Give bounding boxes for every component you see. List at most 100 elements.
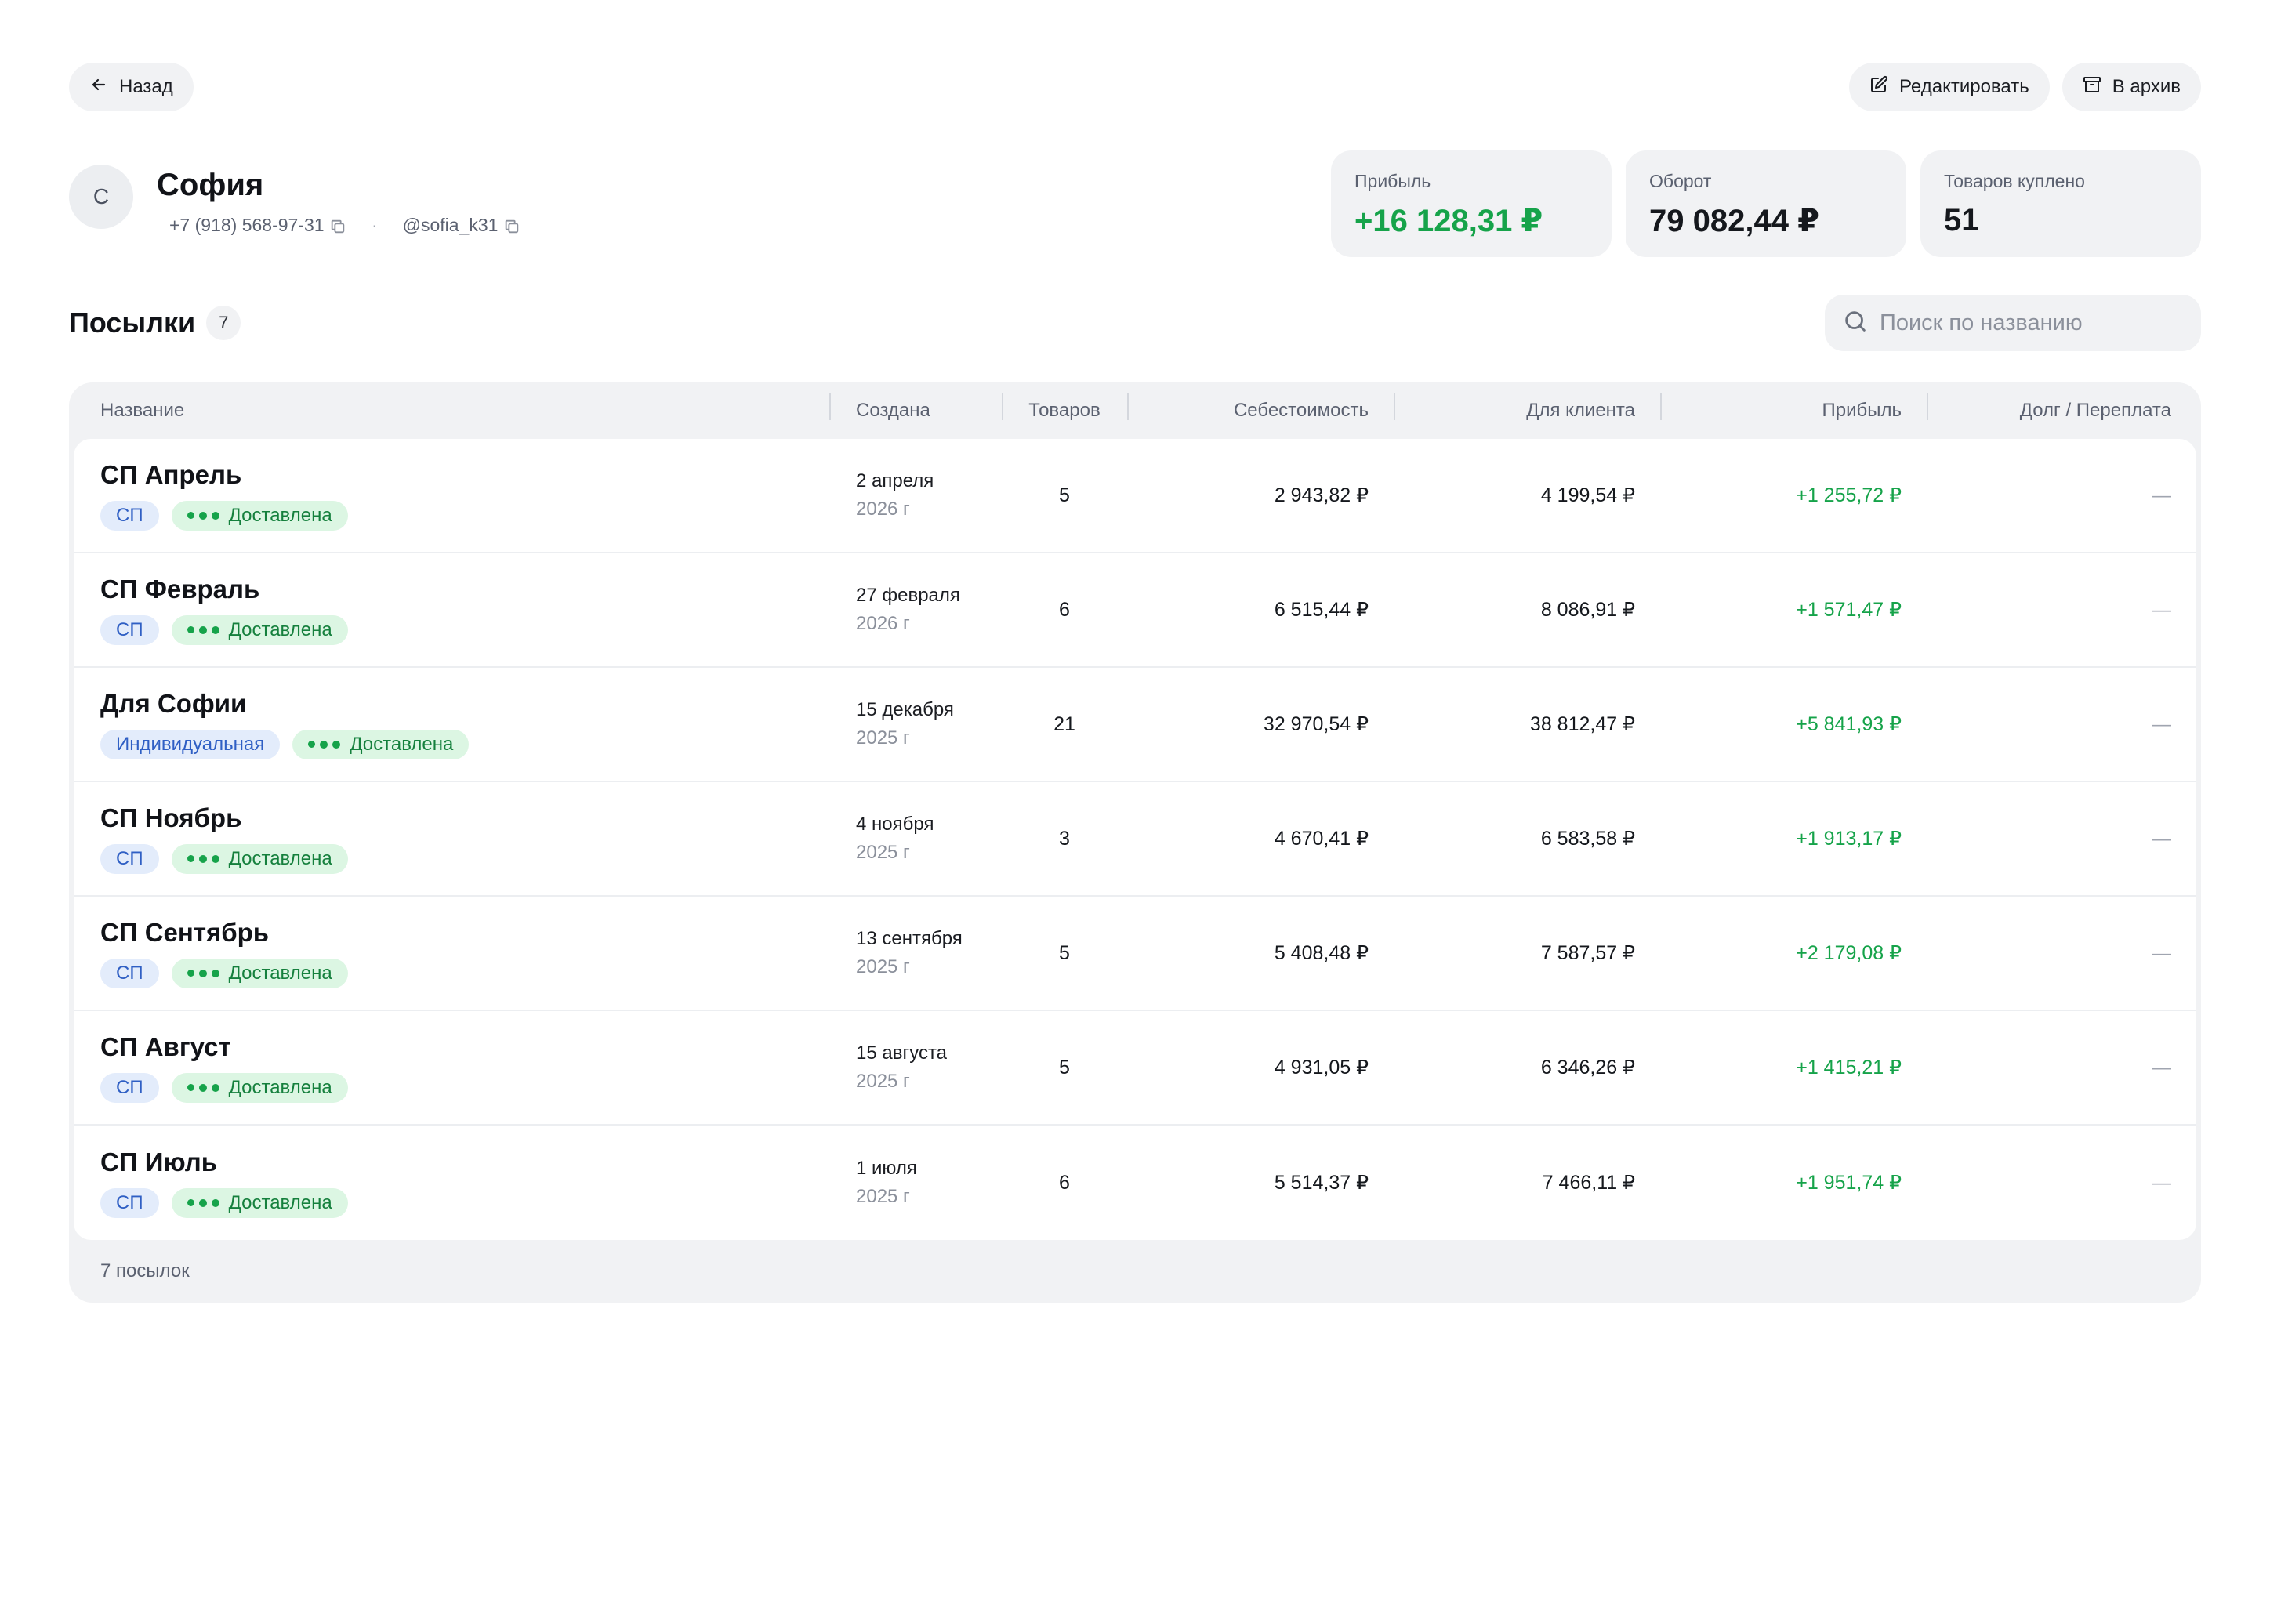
archive-button[interactable]: В архив [2061, 63, 2201, 111]
created-date: 15 августа [856, 1042, 948, 1064]
status-badge: Доставлена [171, 615, 348, 645]
type-badge: СП [100, 959, 159, 988]
type-badge: СП [100, 615, 159, 645]
stat-label: Оборот [1649, 171, 1712, 191]
status-label: Доставлена [228, 848, 332, 869]
parcel-badges: СП Доставлена [100, 959, 829, 988]
username-field[interactable]: @sofia_k31 [403, 215, 520, 236]
parcel-badges: СП Доставлена [100, 1073, 829, 1103]
three-dots-progress-icon [187, 1199, 219, 1207]
cell-cost: 32 970,54 ₽ [1263, 713, 1369, 735]
stat-label: Товаров куплено [1944, 171, 2085, 191]
top-actions: Редактировать В архив [1848, 63, 2201, 111]
cell-qty: 5 [1059, 484, 1070, 506]
cell-debt: — [2152, 1171, 2171, 1194]
username: @sofia_k31 [402, 215, 499, 235]
stat-items-bought: Товаров куплено 51 [1920, 150, 2201, 257]
search-box[interactable] [1825, 295, 2201, 351]
status-label: Доставлена [228, 505, 332, 526]
cell-client-price: 6 346,26 ₽ [1540, 1057, 1635, 1078]
column-header-name[interactable]: Название [100, 400, 185, 421]
arrow-left-icon [89, 75, 108, 100]
cell-profit: +1 255,72 ₽ [1796, 484, 1902, 506]
edit-button[interactable]: Редактировать [1848, 63, 2050, 111]
parcel-badges: СП Доставлена [100, 1188, 829, 1218]
parcels-section-header: Посылки 7 [69, 295, 2201, 351]
copy-icon[interactable] [329, 218, 346, 235]
section-title: Посылки 7 [69, 306, 241, 340]
cell-name: СП Апрель СП Доставлена [74, 460, 829, 531]
cell-name: Для Софии Индивидуальная Доставлена [74, 689, 829, 759]
status-label: Доставлена [228, 1077, 332, 1098]
created-date: 15 декабря [856, 699, 954, 720]
table-row[interactable]: СП Февраль СП Доставлена 27 февраля 2026… [74, 553, 2196, 668]
status-badge: Доставлена [171, 1073, 348, 1103]
parcels-table: Название Создана Товаров Себестоимость Д… [69, 382, 2201, 1303]
table-row[interactable]: СП Сентябрь СП Доставлена 13 сентября 20… [74, 897, 2196, 1011]
cell-name: СП Февраль СП Доставлена [74, 575, 829, 645]
parcel-badges: Индивидуальная Доставлена [100, 730, 829, 759]
parcel-title: СП Август [100, 1032, 231, 1061]
created-year: 2025 г [856, 1186, 910, 1207]
back-button[interactable]: Назад [69, 63, 194, 111]
archive-box-icon [2083, 75, 2101, 100]
type-badge: СП [100, 844, 159, 874]
status-label: Доставлена [228, 619, 332, 640]
cell-profit: +1 913,17 ₽ [1796, 828, 1902, 850]
table-row[interactable]: СП Июль СП Доставлена 1 июля 2025 г 6 5 … [74, 1126, 2196, 1240]
back-button-label: Назад [119, 76, 173, 97]
client-info: С София +7 (918) 568-97-31 · @sofia_k31 [69, 150, 520, 257]
created-year: 2026 г [856, 613, 910, 634]
created-date: 13 сентября [856, 928, 963, 949]
cell-debt: — [2152, 484, 2171, 506]
cell-client-price: 7 587,57 ₽ [1540, 942, 1635, 964]
column-header-qty[interactable]: Товаров [1002, 393, 1127, 422]
cell-created: 1 июля 2025 г [829, 1158, 1002, 1208]
stat-label: Прибыль [1354, 171, 1431, 191]
cell-created: 27 февраля 2026 г [829, 585, 1002, 635]
table-row[interactable]: СП Апрель СП Доставлена 2 апреля 2026 г … [74, 439, 2196, 553]
phone-field[interactable]: +7 (918) 568-97-31 [169, 215, 346, 236]
cell-created: 13 сентября 2025 г [829, 928, 1002, 978]
created-year: 2025 г [856, 842, 910, 863]
cell-profit: +1 415,21 ₽ [1796, 1057, 1902, 1078]
column-header-cost[interactable]: Себестоимость [1127, 393, 1394, 422]
cell-qty: 5 [1059, 1056, 1070, 1078]
copy-icon[interactable] [503, 218, 520, 235]
cell-created: 15 августа 2025 г [829, 1042, 1002, 1093]
three-dots-progress-icon [187, 970, 219, 977]
cell-profit: +2 179,08 ₽ [1796, 942, 1902, 964]
cell-cost: 4 670,41 ₽ [1274, 828, 1369, 850]
search-input[interactable] [1880, 310, 2184, 336]
cell-qty: 6 [1059, 1171, 1070, 1194]
client-header: С София +7 (918) 568-97-31 · @sofia_k31 [69, 150, 2201, 257]
table-row[interactable]: Для Софии Индивидуальная Доставлена 15 д… [74, 668, 2196, 782]
created-date: 2 апреля [856, 470, 934, 491]
client-name: София [157, 168, 264, 202]
stat-value: 79 082,44 ₽ [1649, 204, 1819, 238]
three-dots-progress-icon [308, 741, 341, 749]
column-header-client-price[interactable]: Для клиента [1394, 393, 1660, 422]
column-header-created[interactable]: Создана [829, 393, 1002, 422]
created-year: 2026 г [856, 498, 910, 520]
cell-qty: 21 [1053, 712, 1075, 735]
cell-qty: 5 [1059, 941, 1070, 964]
avatar: С [69, 165, 133, 229]
parcel-title: СП Февраль [100, 575, 260, 604]
section-heading: Посылки [69, 306, 196, 339]
cell-cost: 2 943,82 ₽ [1274, 484, 1369, 506]
column-header-debt[interactable]: Долг / Переплата [1927, 393, 2196, 422]
created-year: 2025 г [856, 1071, 910, 1092]
cell-cost: 6 515,44 ₽ [1274, 599, 1369, 621]
type-badge: Индивидуальная [100, 730, 281, 759]
three-dots-progress-icon [187, 512, 219, 520]
column-header-profit[interactable]: Прибыль [1660, 393, 1927, 422]
status-label: Доставлена [228, 962, 332, 984]
cell-client-price: 4 199,54 ₽ [1540, 484, 1635, 506]
status-badge: Доставлена [171, 501, 348, 531]
cell-name: СП Август СП Доставлена [74, 1032, 829, 1103]
cell-name: СП Сентябрь СП Доставлена [74, 918, 829, 988]
table-row[interactable]: СП Ноябрь СП Доставлена 4 ноября 2025 г … [74, 782, 2196, 897]
table-row[interactable]: СП Август СП Доставлена 15 августа 2025 … [74, 1011, 2196, 1126]
created-date: 27 февраля [856, 585, 960, 606]
